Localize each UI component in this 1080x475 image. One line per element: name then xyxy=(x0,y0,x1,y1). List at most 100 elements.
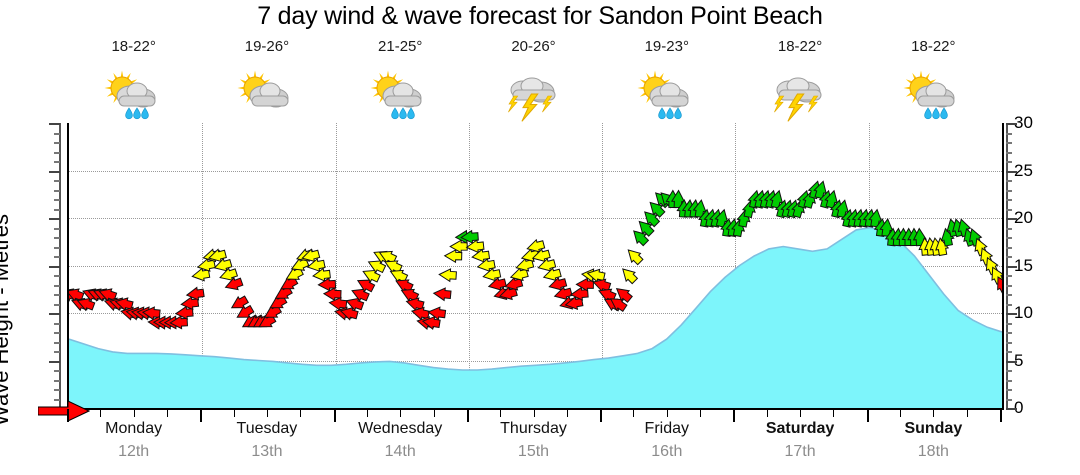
left-minor-tick xyxy=(54,132,60,135)
right-minor-tick xyxy=(1006,389,1012,391)
day-name-saturday: Saturday xyxy=(765,420,835,437)
day-date-friday: 16th xyxy=(651,443,683,460)
left-tickmark xyxy=(49,265,60,268)
right-minor-tick xyxy=(1006,284,1012,287)
x-tick xyxy=(300,409,302,417)
left-minor-tick xyxy=(54,199,60,201)
x-tick xyxy=(366,409,368,417)
gridline-v xyxy=(602,123,604,408)
x-tick xyxy=(200,409,203,422)
x-tick xyxy=(800,409,802,417)
left-minor-tick xyxy=(54,227,60,230)
right-minor-tick xyxy=(1006,379,1012,382)
x-tick xyxy=(333,409,336,422)
day-name-thursday: Thursday xyxy=(500,420,567,437)
x-tick xyxy=(600,409,603,422)
left-minor-tick xyxy=(54,398,60,401)
x-tick xyxy=(166,409,168,417)
gridline-h xyxy=(69,170,1002,172)
x-tick xyxy=(133,409,135,417)
day-temp-saturday: 18-22° xyxy=(777,38,823,55)
day-date-wednesday: 14th xyxy=(384,443,416,460)
x-tick xyxy=(633,409,635,417)
right-minor-tick xyxy=(1006,180,1012,182)
left-minor-tick xyxy=(54,142,60,144)
left-minor-tick xyxy=(54,237,60,239)
right-minor-tick xyxy=(1006,341,1012,344)
sun-cloud-rain-icon xyxy=(97,64,171,122)
left-minor-tick xyxy=(54,294,60,296)
right-tick-15: 15 xyxy=(1014,255,1033,275)
day-temp-sunday: 18-22° xyxy=(911,38,956,55)
right-minor-tick xyxy=(1006,142,1012,144)
gridline-v xyxy=(735,123,737,408)
page-title: 7 day wind & wave forecast for Sandon Po… xyxy=(257,2,823,30)
right-minor-tick xyxy=(1006,237,1012,239)
day-date-saturday: 17th xyxy=(784,443,816,460)
day-temp-thursday: 20-26° xyxy=(511,38,556,55)
gridline-h xyxy=(69,265,1002,267)
left-tickmark xyxy=(49,360,60,363)
day-date-sunday: 18th xyxy=(917,443,949,460)
right-tickmark xyxy=(1006,123,1017,125)
right-minor-tick xyxy=(1006,332,1012,334)
left-minor-tick xyxy=(54,332,60,334)
left-axis-spine xyxy=(59,123,61,410)
left-minor-tick xyxy=(54,256,60,258)
right-minor-tick xyxy=(1006,227,1012,230)
x-tick xyxy=(466,409,469,422)
x-tick xyxy=(833,409,835,417)
left-minor-tick xyxy=(54,370,60,372)
left-minor-tick xyxy=(54,208,60,211)
day-name-monday: Monday xyxy=(105,420,163,437)
left-minor-tick xyxy=(54,284,60,287)
right-minor-tick xyxy=(1006,256,1012,258)
day-date-monday: 12th xyxy=(118,443,150,460)
left-minor-tick xyxy=(54,303,60,306)
x-tick xyxy=(400,409,402,417)
x-tick xyxy=(966,409,968,417)
day-name-friday: Friday xyxy=(644,420,689,437)
x-tick xyxy=(500,409,502,417)
left-tickmark xyxy=(49,170,60,173)
right-tick-30: 30 xyxy=(1014,113,1033,132)
cloud-lightning-icon xyxy=(497,64,571,122)
gridline-v xyxy=(335,123,337,408)
x-tick xyxy=(266,409,268,417)
left-minor-tick xyxy=(54,180,60,182)
left-minor-tick xyxy=(54,351,60,353)
sun-cloud-icon xyxy=(230,64,304,122)
left-minor-tick xyxy=(54,161,60,163)
day-temp-friday: 19-23° xyxy=(644,38,689,55)
gridline-h xyxy=(69,218,1002,219)
right-tickmark xyxy=(1006,265,1017,268)
right-minor-tick xyxy=(1006,351,1012,353)
right-minor-tick xyxy=(1006,161,1012,163)
x-tick xyxy=(1000,409,1002,422)
x-tick xyxy=(933,409,935,417)
right-minor-tick xyxy=(1006,322,1012,325)
right-tick-25: 25 xyxy=(1014,160,1033,180)
x-tick xyxy=(733,409,736,422)
left-minor-tick xyxy=(54,322,60,325)
right-tickmark xyxy=(1006,408,1017,410)
x-tick xyxy=(666,409,668,417)
gridline-v xyxy=(468,123,470,408)
right-tickmark xyxy=(1006,313,1017,315)
right-minor-tick xyxy=(1006,151,1012,154)
wave-height-area xyxy=(69,226,1002,408)
left-minor-tick xyxy=(54,341,60,344)
right-minor-tick xyxy=(1006,246,1012,249)
right-tickmark xyxy=(1006,218,1017,220)
right-tick-5: 5 xyxy=(1014,350,1024,370)
start-wind-arrow xyxy=(38,400,90,422)
right-minor-tick xyxy=(1006,189,1012,192)
wind-arrows-layer xyxy=(69,180,1002,331)
right-minor-tick xyxy=(1006,275,1012,277)
x-tick xyxy=(100,409,102,417)
right-tickmark xyxy=(1006,360,1017,363)
left-minor-tick xyxy=(54,246,60,249)
day-name-sunday: Sunday xyxy=(904,420,963,437)
sun-cloud-rain-icon xyxy=(896,64,970,122)
